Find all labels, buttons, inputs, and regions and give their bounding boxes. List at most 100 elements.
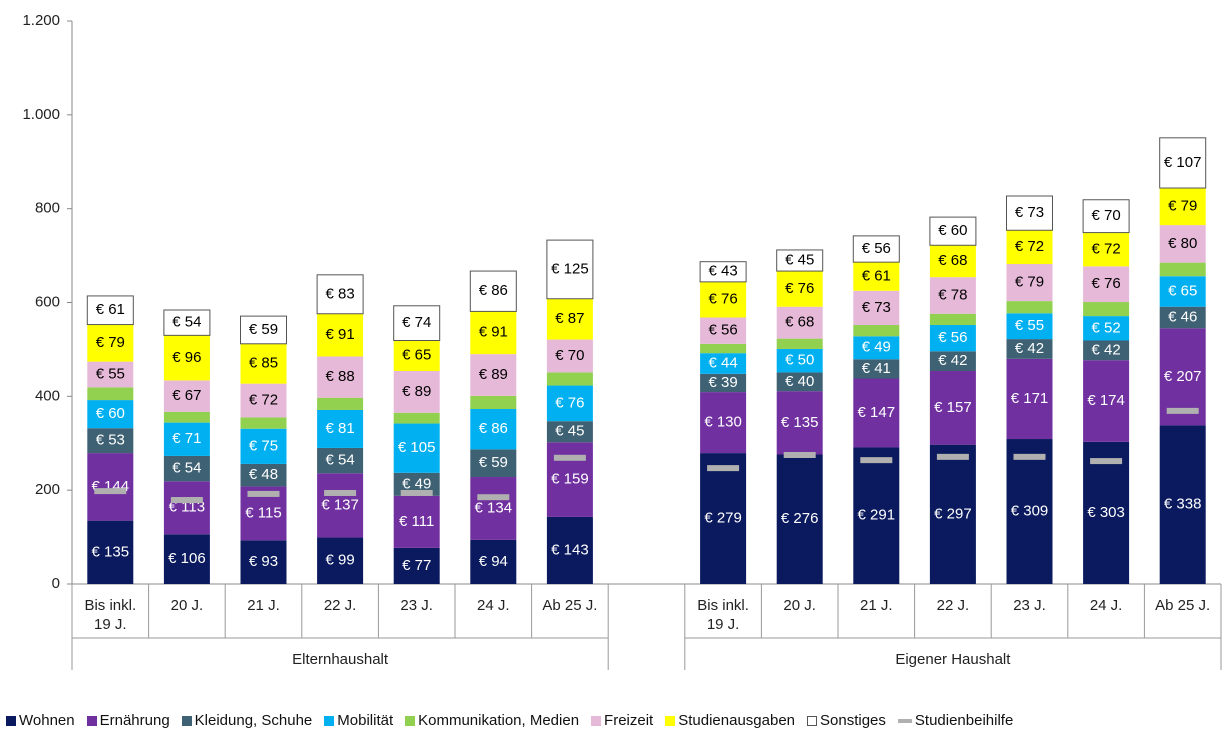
studienbeihilfe-marker xyxy=(94,488,127,495)
bar-segment xyxy=(546,372,593,386)
value-label: € 86 xyxy=(479,420,508,437)
studienbeihilfe-marker xyxy=(324,489,357,496)
value-label: € 174 xyxy=(1087,392,1125,409)
value-label: € 52 xyxy=(1091,319,1120,336)
legend-item: Wohnen xyxy=(6,712,75,729)
legend-item: Kommunikation, Medien xyxy=(405,712,579,729)
value-label: € 279 xyxy=(704,510,742,527)
legend-swatch xyxy=(6,715,16,726)
x-tick-label: Bis inkl. 19 J. xyxy=(84,597,137,633)
bar-segment xyxy=(929,325,976,352)
legend-swatch xyxy=(86,715,97,726)
x-tick-label: Bis inkl. 19 J. xyxy=(697,597,749,633)
value-label: € 56 xyxy=(708,322,737,339)
studienbeihilfe-marker xyxy=(936,453,969,460)
studienbeihilfe-marker xyxy=(170,497,203,504)
bar-segment xyxy=(317,447,364,474)
legend-swatch xyxy=(324,715,335,726)
bar-segment xyxy=(163,411,210,423)
bar-segment xyxy=(1006,301,1053,314)
value-label: € 48 xyxy=(249,466,278,483)
bar-segment xyxy=(700,453,747,584)
bar-segment xyxy=(1006,230,1053,265)
value-label: € 89 xyxy=(479,366,508,383)
bar-segment xyxy=(776,372,823,392)
bar-segment xyxy=(240,383,287,418)
group-label: Eigener Haushalt xyxy=(895,651,1011,668)
bar-segment xyxy=(1083,302,1130,317)
bar-segment xyxy=(317,356,364,398)
value-label: € 143 xyxy=(551,541,589,558)
value-label: € 54 xyxy=(172,460,201,477)
studienbeihilfe-marker xyxy=(707,465,740,472)
legend-label: Kleidung, Schuhe xyxy=(194,712,313,729)
value-label: € 76 xyxy=(785,280,814,297)
bar-segment xyxy=(1006,339,1053,359)
value-label: € 76 xyxy=(555,394,584,411)
bar-segment xyxy=(87,520,134,584)
studienbeihilfe-marker xyxy=(400,489,433,496)
value-label: € 75 xyxy=(249,437,278,454)
value-label: € 55 xyxy=(1015,317,1044,334)
legend-label: Wohnen xyxy=(19,712,75,729)
value-label: € 87 xyxy=(555,310,584,327)
legend-label: Sonstiges xyxy=(820,712,886,729)
value-label: € 291 xyxy=(858,507,896,524)
value-label: € 40 xyxy=(785,373,814,390)
value-label: € 79 xyxy=(96,334,125,351)
bar-segment xyxy=(470,311,517,355)
value-label: € 88 xyxy=(325,368,354,385)
bar-segment xyxy=(929,245,976,278)
x-tick-label: Ab 25 J. xyxy=(1155,597,1211,614)
value-label: € 297 xyxy=(934,505,972,522)
bar-segment xyxy=(1159,306,1206,329)
value-label: € 96 xyxy=(172,349,201,366)
bar-segment xyxy=(163,481,210,535)
bar-segment xyxy=(87,387,134,401)
x-tick-label: 20 J. xyxy=(170,597,204,614)
bar-segment xyxy=(87,400,134,429)
bar-segment xyxy=(700,317,747,344)
value-label: € 159 xyxy=(551,471,589,488)
bar-segment xyxy=(1006,313,1053,340)
bar-segment xyxy=(700,373,747,393)
bar-segment xyxy=(776,454,823,584)
bar-segment xyxy=(1083,266,1130,303)
bar-segment xyxy=(929,351,976,371)
bar-segment xyxy=(929,370,976,445)
value-label: € 147 xyxy=(858,404,896,421)
value-label: € 76 xyxy=(1091,275,1120,292)
value-label: € 99 xyxy=(325,552,354,569)
bar-segment xyxy=(469,270,517,312)
value-label: € 157 xyxy=(934,399,972,416)
legend-label: Ernährung xyxy=(99,712,170,729)
value-label: € 42 xyxy=(938,352,967,369)
bar-segment xyxy=(1159,137,1207,189)
value-label: € 43 xyxy=(708,263,737,280)
value-label: € 89 xyxy=(402,383,431,400)
bar-segment xyxy=(546,421,593,443)
value-label: € 207 xyxy=(1164,368,1202,385)
value-label: € 56 xyxy=(862,240,891,257)
bar-segment xyxy=(929,313,976,326)
y-tick-label: 0 xyxy=(52,575,60,592)
studienbeihilfe-marker xyxy=(783,451,816,458)
bar-segment xyxy=(700,353,747,374)
value-label: € 78 xyxy=(938,286,967,303)
legend-swatch xyxy=(405,715,416,726)
value-label: € 137 xyxy=(321,496,359,513)
legend-item: Mobilität xyxy=(324,712,393,729)
bar-segment xyxy=(317,397,364,410)
value-label: € 46 xyxy=(1168,308,1197,325)
bar-segment xyxy=(546,516,593,584)
bar-segment xyxy=(317,313,364,357)
value-label: € 93 xyxy=(249,553,278,570)
bar-segment xyxy=(1006,195,1053,231)
bar-segment xyxy=(776,391,823,455)
bar-segment xyxy=(163,380,210,412)
legend-item: Sonstiges xyxy=(807,712,886,729)
bar-segment xyxy=(853,447,900,584)
y-tick-label: 1.000 xyxy=(22,106,60,123)
bar-segment xyxy=(393,423,440,473)
